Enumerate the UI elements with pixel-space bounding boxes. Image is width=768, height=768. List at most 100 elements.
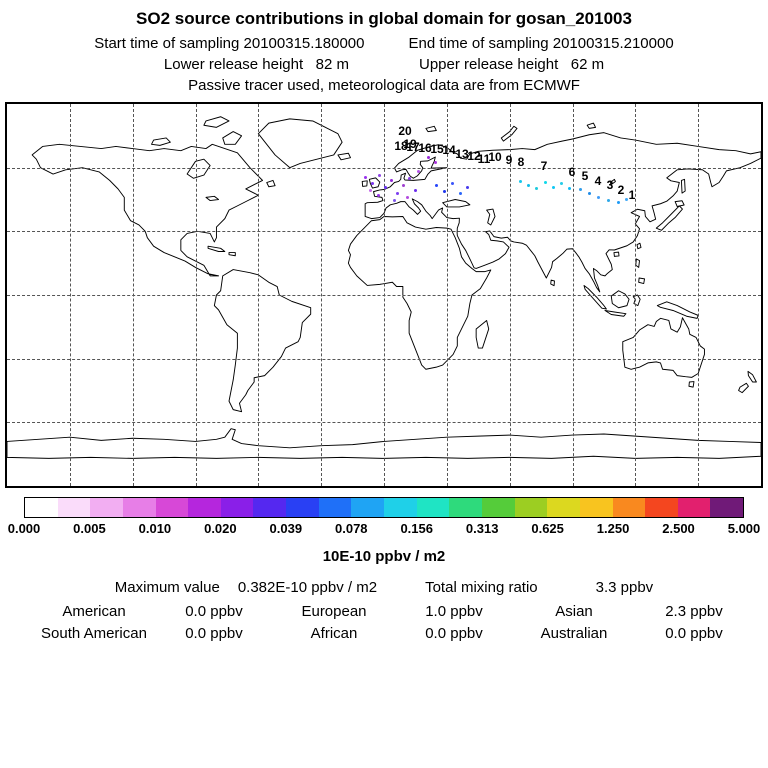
trajectory-marker: 4 bbox=[594, 174, 602, 188]
region-label: European bbox=[301, 603, 367, 620]
contribution-dot bbox=[519, 180, 522, 183]
contribution-dot bbox=[378, 174, 381, 177]
gridline-parallel bbox=[7, 231, 761, 233]
spacer bbox=[538, 579, 596, 596]
colorbar-tick-label: 0.313 bbox=[465, 521, 499, 536]
region-value: 0.0 ppbv bbox=[185, 625, 243, 642]
region-label: Australian bbox=[540, 625, 608, 642]
colorbar-segment bbox=[547, 498, 580, 517]
colorbar-tick-label: 1.250 bbox=[596, 521, 630, 536]
trajectory-marker: 15 bbox=[430, 142, 444, 156]
colorbar-segment bbox=[481, 498, 515, 517]
contribution-dot bbox=[588, 192, 591, 195]
header: SO2 source contributions in global domai… bbox=[0, 0, 768, 94]
contribution-dot bbox=[527, 184, 530, 187]
world-map: 20 19 18 17 16 15 14 13 12 11 10 9 8 7 6 5 4 3 2 1 bbox=[5, 102, 763, 488]
spacer bbox=[220, 579, 238, 596]
trajectory-marker: 9 bbox=[505, 153, 513, 167]
maximum-value: 0.382E-10 ppbv / m2 bbox=[237, 579, 378, 596]
colorbar-tick-label: 0.005 bbox=[73, 521, 106, 536]
contribution-dot bbox=[427, 156, 430, 159]
region-label: Asian bbox=[555, 603, 593, 620]
colorbar-segment bbox=[90, 498, 123, 517]
colorbar-segment bbox=[710, 498, 744, 517]
end-time-text: End time of sampling 20100315.210000 bbox=[408, 35, 674, 52]
contribution-dot bbox=[371, 182, 374, 185]
trajectory-marker: 3 bbox=[606, 178, 614, 192]
colorbar-segments bbox=[24, 497, 744, 518]
gridline-parallel bbox=[7, 295, 761, 296]
colorbar-segment bbox=[318, 498, 352, 517]
sampling-times-line: Start time of sampling 20100315.180000 E… bbox=[0, 35, 768, 52]
trajectory-marker: 8 bbox=[517, 155, 525, 169]
colorbar-tick-label: 0.078 bbox=[334, 521, 368, 536]
region-value: 0.0 ppbv bbox=[185, 603, 243, 620]
colorbar-segment bbox=[155, 498, 189, 517]
colorbar-tick-label: 0.010 bbox=[138, 521, 172, 536]
contribution-dot bbox=[408, 177, 411, 180]
page-title: SO2 source contributions in global domai… bbox=[136, 9, 632, 28]
contribution-dot bbox=[393, 199, 396, 202]
contribution-dot bbox=[544, 181, 547, 184]
trajectory-marker: 20 bbox=[398, 124, 412, 138]
trajectory-marker: 13 bbox=[455, 147, 469, 161]
contribution-dot bbox=[396, 192, 399, 195]
colorbar-segment bbox=[57, 498, 91, 517]
colorbar-tick-label: 5.000 bbox=[727, 521, 761, 536]
trajectory-marker: 7 bbox=[540, 159, 548, 173]
colorbar-segment bbox=[514, 498, 548, 517]
trajectory-marker: 19 bbox=[403, 137, 417, 151]
region-value: 0.0 ppbv bbox=[665, 625, 723, 642]
colorbar-units-label: 10E-10 ppbv / m2 bbox=[322, 548, 446, 565]
colorbar-tick-label: 0.020 bbox=[204, 521, 237, 536]
release-heights-line: Lower release height 82 m Upper release … bbox=[0, 56, 768, 73]
tracer-note-text: Passive tracer used, meteorological data… bbox=[188, 77, 580, 94]
gridline-parallel bbox=[7, 422, 761, 424]
colorbar-segment bbox=[645, 498, 678, 517]
contribution-dot bbox=[434, 161, 437, 164]
colorbar-segment bbox=[286, 498, 319, 517]
trajectory-marker: 12 bbox=[467, 149, 481, 163]
contribution-dot bbox=[579, 188, 582, 191]
trajectory-marker: 16 bbox=[418, 141, 432, 155]
contribution-dot bbox=[377, 194, 380, 197]
stats-block: Maximum value 0.382E-10 ppbv / m2 Total … bbox=[0, 579, 768, 642]
contribution-dot bbox=[384, 186, 387, 189]
trajectory-marker: 17 bbox=[406, 140, 420, 154]
colorbar-tick-label: 0.156 bbox=[400, 521, 433, 536]
total-mixing-ratio-value: 3.3 ppbv bbox=[595, 579, 654, 596]
contribution-dot bbox=[369, 189, 372, 192]
contribution-dot bbox=[560, 182, 563, 185]
contribution-dot bbox=[451, 182, 454, 185]
contribution-dot bbox=[466, 186, 469, 189]
colorbar-tick-label: 0.000 bbox=[7, 521, 41, 536]
contribution-dot bbox=[402, 184, 405, 187]
region-label: South American bbox=[41, 625, 147, 642]
colorbar-tick-labels: 0.000 0.005 0.010 0.020 0.039 0.078 0.156 0.313… bbox=[8, 521, 761, 538]
maximum-value-label: Maximum value bbox=[114, 579, 220, 596]
contribution-dot bbox=[607, 199, 610, 202]
colorbar-segment bbox=[253, 498, 287, 517]
region-value: 2.3 ppbv bbox=[665, 603, 723, 620]
colorbar-segment bbox=[612, 498, 646, 517]
colorbar-tick-label: 2.500 bbox=[662, 521, 695, 536]
contribution-dot bbox=[417, 170, 420, 173]
trajectory-marker: 2 bbox=[617, 183, 625, 197]
contribution-dot bbox=[552, 186, 555, 189]
lower-release-text: Lower release height 82 m bbox=[163, 56, 349, 73]
contribution-dot bbox=[568, 187, 571, 190]
contribution-dot bbox=[414, 189, 417, 192]
gridline-parallel bbox=[7, 167, 761, 169]
total-mixing-ratio-label: Total mixing ratio bbox=[425, 579, 538, 596]
colorbar-segment bbox=[449, 498, 482, 517]
continent-outlines bbox=[7, 116, 761, 459]
colorbar-segment bbox=[220, 498, 254, 517]
stats-regions: American 0.0 ppbv European 1.0 ppbv Asian 2.3… bbox=[0, 603, 768, 642]
colorbar-segment bbox=[188, 498, 221, 517]
contribution-dot bbox=[390, 179, 393, 182]
region-label: American bbox=[62, 603, 126, 620]
gridline-parallel bbox=[7, 358, 761, 360]
trajectory-marker: 11 bbox=[477, 152, 491, 166]
colorbar-segment bbox=[384, 498, 417, 517]
upper-release-text: Upper release height 62 m bbox=[419, 56, 605, 73]
